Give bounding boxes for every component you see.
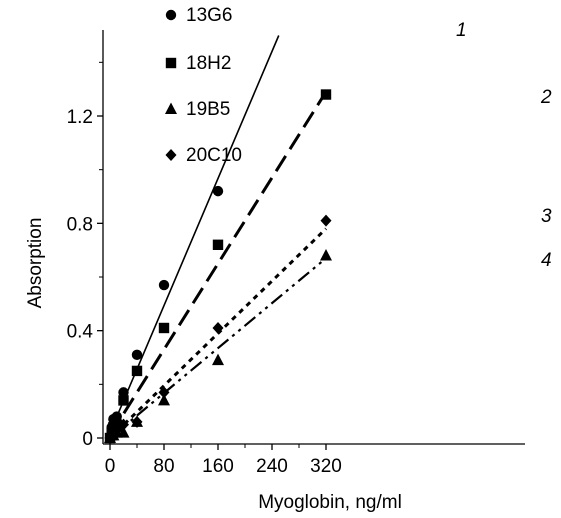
legend-marker-13g6	[165, 9, 177, 21]
line-number-labels: 1 2 4 3	[456, 20, 552, 271]
data-point-19b5	[212, 353, 224, 366]
y-tick-label: 1.2	[67, 107, 93, 128]
data-point-20c10	[212, 321, 224, 334]
legend-label-20c10: 20C10	[186, 145, 242, 166]
legend-label-13g6: 13G6	[186, 5, 232, 26]
data-point-19b5	[158, 393, 170, 406]
data-point-18h2	[118, 395, 129, 406]
data-point-20c10	[320, 214, 332, 227]
data-point-13g6	[131, 349, 143, 361]
data-point-20c10	[111, 423, 123, 436]
x-tick-label: 160	[202, 456, 234, 477]
axes: 0 80 160 240 320 0 0.4 0.8 1.2	[67, 30, 525, 477]
x-tick-label: 80	[153, 456, 174, 477]
line-label-4: 4	[541, 250, 552, 271]
line-label-3: 3	[541, 206, 552, 227]
data-markers	[104, 89, 332, 444]
y-tick-label: 0.8	[67, 214, 93, 235]
fit-line-18h2	[108, 91, 328, 437]
fit-lines	[108, 35, 328, 440]
y-axis-title: Absorption	[25, 218, 46, 309]
data-point-20c10	[158, 386, 170, 399]
data-point-18h2	[158, 322, 170, 334]
data-point-13g6	[111, 411, 122, 422]
line-label-2: 2	[540, 87, 552, 108]
y-tick-label: 0.4	[67, 322, 94, 343]
data-point-19b5	[117, 426, 130, 438]
data-point-19b5	[320, 249, 332, 261]
data-point-13g6	[118, 387, 129, 398]
data-point-20c10	[118, 418, 129, 431]
legend-label-19b5: 19B5	[186, 99, 230, 120]
x-tick-label: 0	[105, 456, 116, 477]
legend-marker-20c10	[165, 149, 177, 161]
legend-marker-18h2	[165, 57, 177, 69]
data-point-18h2	[320, 89, 332, 100]
x-tick-label: 240	[256, 456, 288, 477]
x-tick-label: 320	[310, 456, 342, 477]
legend: 13G6 18H2 19B5 20C10	[165, 5, 242, 166]
data-point-13g6	[212, 185, 224, 197]
data-point-13g6	[158, 279, 170, 291]
legend-marker-19b5	[165, 102, 177, 114]
legend-label-18h2: 18H2	[186, 53, 231, 74]
data-point-18h2	[131, 365, 143, 377]
fit-line-19b5	[109, 257, 327, 439]
y-tick-label: 0	[82, 429, 93, 450]
data-point-18h2	[212, 239, 224, 250]
data-point-20c10	[131, 415, 143, 428]
line-label-1: 1	[456, 20, 467, 41]
x-axis-title: Myoglobin, ng/ml	[258, 492, 402, 513]
